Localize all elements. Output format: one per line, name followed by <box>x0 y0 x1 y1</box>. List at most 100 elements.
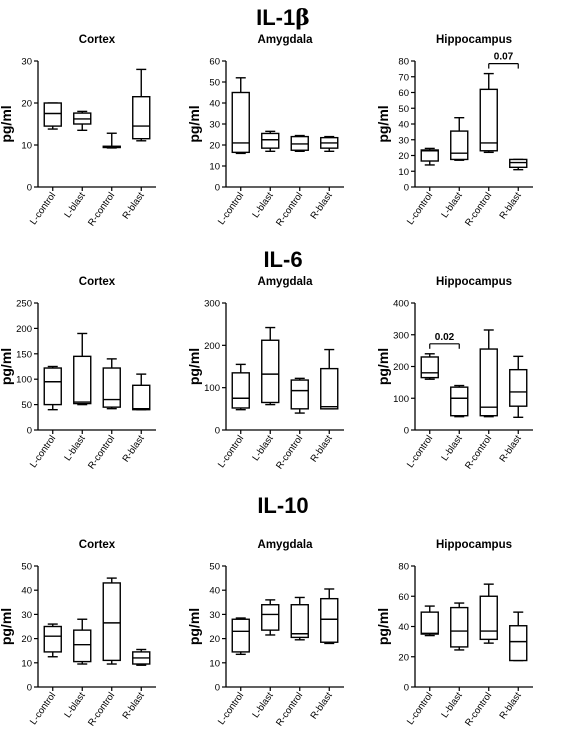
box-r-blast <box>509 611 528 662</box>
iqr-box <box>479 88 498 152</box>
box-r-control <box>102 577 121 665</box>
iqr-box <box>509 368 528 407</box>
iqr-box <box>450 130 469 161</box>
box-r-blast <box>320 588 339 645</box>
x-tick-label: L-blast <box>250 190 276 220</box>
iqr-box <box>450 386 469 417</box>
box-l-blast <box>450 602 469 651</box>
x-tick-label: L-control <box>405 190 435 227</box>
y-tick-label: 10 <box>209 658 220 669</box>
y-tick-label: 0 <box>215 426 220 437</box>
x-tick-label: R-blast <box>308 690 334 721</box>
box-l-blast <box>450 116 469 161</box>
box-r-control <box>479 329 498 418</box>
box-r-control <box>102 132 121 149</box>
box-l-blast <box>73 618 92 665</box>
y-axis-label: pg/ml <box>0 105 14 142</box>
iqr-box <box>420 356 439 379</box>
panel-title: Hippocampus <box>436 34 512 46</box>
y-tick-label: 20 <box>209 634 220 645</box>
x-tick-label: L-blast <box>62 690 88 720</box>
iqr-box <box>132 95 151 140</box>
y-tick-label: 20 <box>21 634 32 645</box>
box-l-control <box>231 77 250 155</box>
box-l-blast <box>261 599 280 636</box>
box-r-blast <box>132 373 151 411</box>
box-r-blast <box>320 135 339 153</box>
y-tick-label: 30 <box>21 57 32 68</box>
x-tick-label: L-control <box>405 433 435 470</box>
iqr-box <box>320 597 339 643</box>
iqr-box <box>479 348 498 417</box>
panel-2-hippocampus: Hippocampus pg/ml 0 100 200 300 400 L-control L-… <box>375 276 533 471</box>
y-tick-label: 40 <box>398 622 409 633</box>
box-r-blast <box>320 348 339 410</box>
panel-title: Amygdala <box>258 276 314 288</box>
iqr-box <box>102 367 121 408</box>
p-value-label: 0.02 <box>435 332 455 343</box>
y-tick-label: 40 <box>398 120 409 131</box>
x-tick-label: R-blast <box>497 690 523 721</box>
box-r-control <box>479 583 498 644</box>
y-tick-label: 10 <box>209 162 220 173</box>
y-axis-label: pg/ml <box>186 608 202 645</box>
y-axis-label: pg/ml <box>186 105 202 142</box>
box-l-control <box>420 605 439 637</box>
iqr-box <box>509 158 528 169</box>
box-l-control <box>43 623 62 658</box>
y-tick-label: 0 <box>404 183 409 194</box>
y-tick-label: 300 <box>204 299 220 310</box>
box-r-control <box>290 134 309 153</box>
y-tick-label: 10 <box>21 658 32 669</box>
x-tick-label: L-blast <box>250 690 276 720</box>
y-tick-label: 100 <box>16 375 32 386</box>
y-axis-label: pg/ml <box>375 608 391 645</box>
iqr-box <box>102 582 121 662</box>
y-tick-label: 20 <box>209 141 220 152</box>
y-tick-label: 20 <box>398 652 409 663</box>
x-tick-label: L-control <box>216 690 246 727</box>
y-tick-label: 200 <box>204 341 220 352</box>
y-tick-label: 20 <box>398 151 409 162</box>
y-tick-label: 0 <box>27 426 32 437</box>
x-tick-label: R-blast <box>120 433 146 464</box>
y-tick-label: 80 <box>398 562 409 573</box>
y-tick-label: 0 <box>27 683 32 694</box>
y-tick-label: 40 <box>209 99 220 110</box>
iqr-box <box>43 367 62 406</box>
y-tick-label: 60 <box>209 57 220 68</box>
x-tick-label: L-blast <box>439 190 465 220</box>
iqr-box <box>231 372 250 409</box>
panel-3-amygdala: Amygdala pg/ml 0 10 20 30 40 50 L-control L-blast… <box>186 539 344 728</box>
box-r-blast <box>509 158 528 171</box>
x-tick-label: R-control <box>463 190 494 228</box>
iqr-box <box>73 355 92 405</box>
box-r-control <box>102 358 121 410</box>
panel-1-hippocampus: Hippocampus pg/ml 0 10 20 30 40 50 60 70 80 L-contr… <box>375 34 533 228</box>
iqr-box <box>231 91 250 154</box>
iqr-box <box>420 149 439 162</box>
box-l-control <box>43 365 62 411</box>
iqr-box <box>231 618 250 653</box>
y-tick-label: 70 <box>398 72 409 83</box>
panel-title: Hippocampus <box>436 276 512 288</box>
iqr-box <box>261 132 280 149</box>
x-tick-label: L-blast <box>62 190 88 220</box>
box-r-control <box>290 377 309 414</box>
iqr-box <box>290 604 309 639</box>
y-tick-label: 40 <box>209 586 220 597</box>
box-l-control <box>231 617 250 656</box>
y-tick-label: 50 <box>209 562 220 573</box>
y-tick-label: 200 <box>393 362 409 373</box>
x-tick-label: L-control <box>28 433 58 470</box>
y-tick-label: 30 <box>398 135 409 146</box>
y-tick-label: 60 <box>398 592 409 603</box>
box-l-blast <box>73 332 92 406</box>
section-title-il1b: IL-1β <box>256 5 310 31</box>
x-tick-label: L-control <box>216 433 246 470</box>
y-tick-label: 50 <box>21 400 32 411</box>
y-tick-label: 30 <box>209 120 220 131</box>
